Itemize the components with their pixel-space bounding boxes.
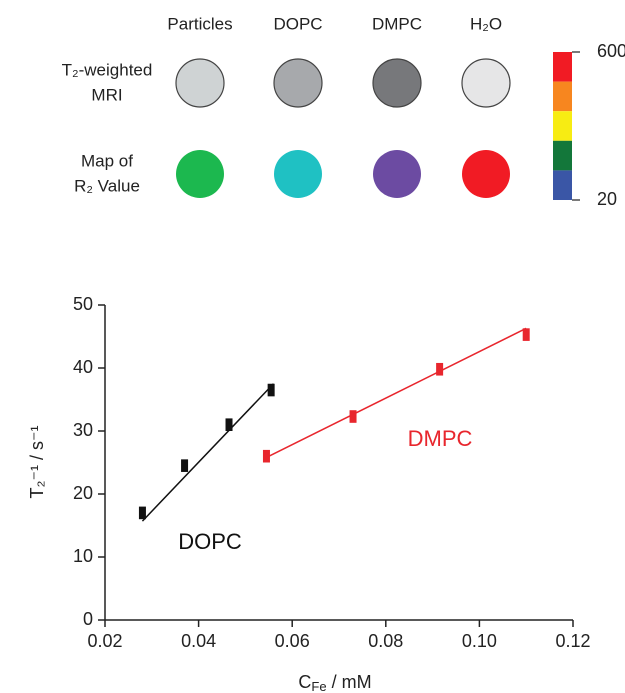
y-axis-label: T₂⁻¹ / s⁻¹	[27, 426, 47, 499]
data-point	[268, 384, 275, 397]
x-tick-label: 0.08	[368, 631, 403, 651]
y-tick-label: 30	[73, 420, 93, 440]
data-point	[263, 450, 270, 463]
x-tick-label: 0.12	[555, 631, 590, 651]
row-label: R₂ Value	[74, 176, 140, 195]
sample-circle	[274, 59, 322, 107]
sample-circle	[373, 150, 421, 198]
colorbar-label: 20	[597, 189, 617, 209]
column-label: DOPC	[273, 14, 322, 33]
data-point	[181, 459, 188, 472]
colorbar-segment	[553, 141, 572, 171]
sample-circle	[176, 150, 224, 198]
y-tick-label: 0	[83, 609, 93, 629]
x-label-sub: Fe	[311, 679, 326, 693]
sample-circle	[462, 150, 510, 198]
sample-circle	[176, 59, 224, 107]
x-label-unit: / mM	[327, 672, 372, 692]
x-tick-label: 0.04	[181, 631, 216, 651]
x-label-main: C	[298, 672, 311, 692]
row-label: MRI	[91, 85, 122, 104]
colorbar-segment	[553, 170, 572, 200]
y-tick-label: 50	[73, 294, 93, 314]
data-point	[226, 418, 233, 431]
data-point	[436, 363, 443, 376]
x-tick-label: 0.06	[275, 631, 310, 651]
data-point	[139, 507, 146, 520]
row-label: T₂-weighted	[62, 60, 153, 79]
fit-line	[266, 328, 526, 457]
column-label: DMPC	[372, 14, 422, 33]
x-tick-label: 0.10	[462, 631, 497, 651]
fit-line	[142, 384, 273, 521]
colorbar-segment	[553, 111, 572, 141]
series-label: DMPC	[408, 426, 473, 451]
colorbar-segment	[553, 82, 572, 112]
series-label: DOPC	[178, 529, 242, 554]
row-label: Map of	[81, 151, 133, 170]
y-tick-label: 10	[73, 546, 93, 566]
sample-circle	[462, 59, 510, 107]
y-tick-label: 20	[73, 483, 93, 503]
x-axis-label: CFe / mM	[298, 672, 371, 693]
column-label: H₂O	[470, 14, 502, 33]
data-point	[523, 328, 530, 341]
sample-circle	[373, 59, 421, 107]
colorbar-segment	[553, 52, 572, 82]
colorbar-label: 600	[597, 41, 625, 61]
x-tick-label: 0.02	[87, 631, 122, 651]
data-point	[350, 410, 357, 423]
column-label: Particles	[167, 14, 232, 33]
y-tick-label: 40	[73, 357, 93, 377]
sample-circle	[274, 150, 322, 198]
figure: Particles DOPC DMPC H₂O T₂-weighted MRI Map of…	[0, 0, 625, 693]
